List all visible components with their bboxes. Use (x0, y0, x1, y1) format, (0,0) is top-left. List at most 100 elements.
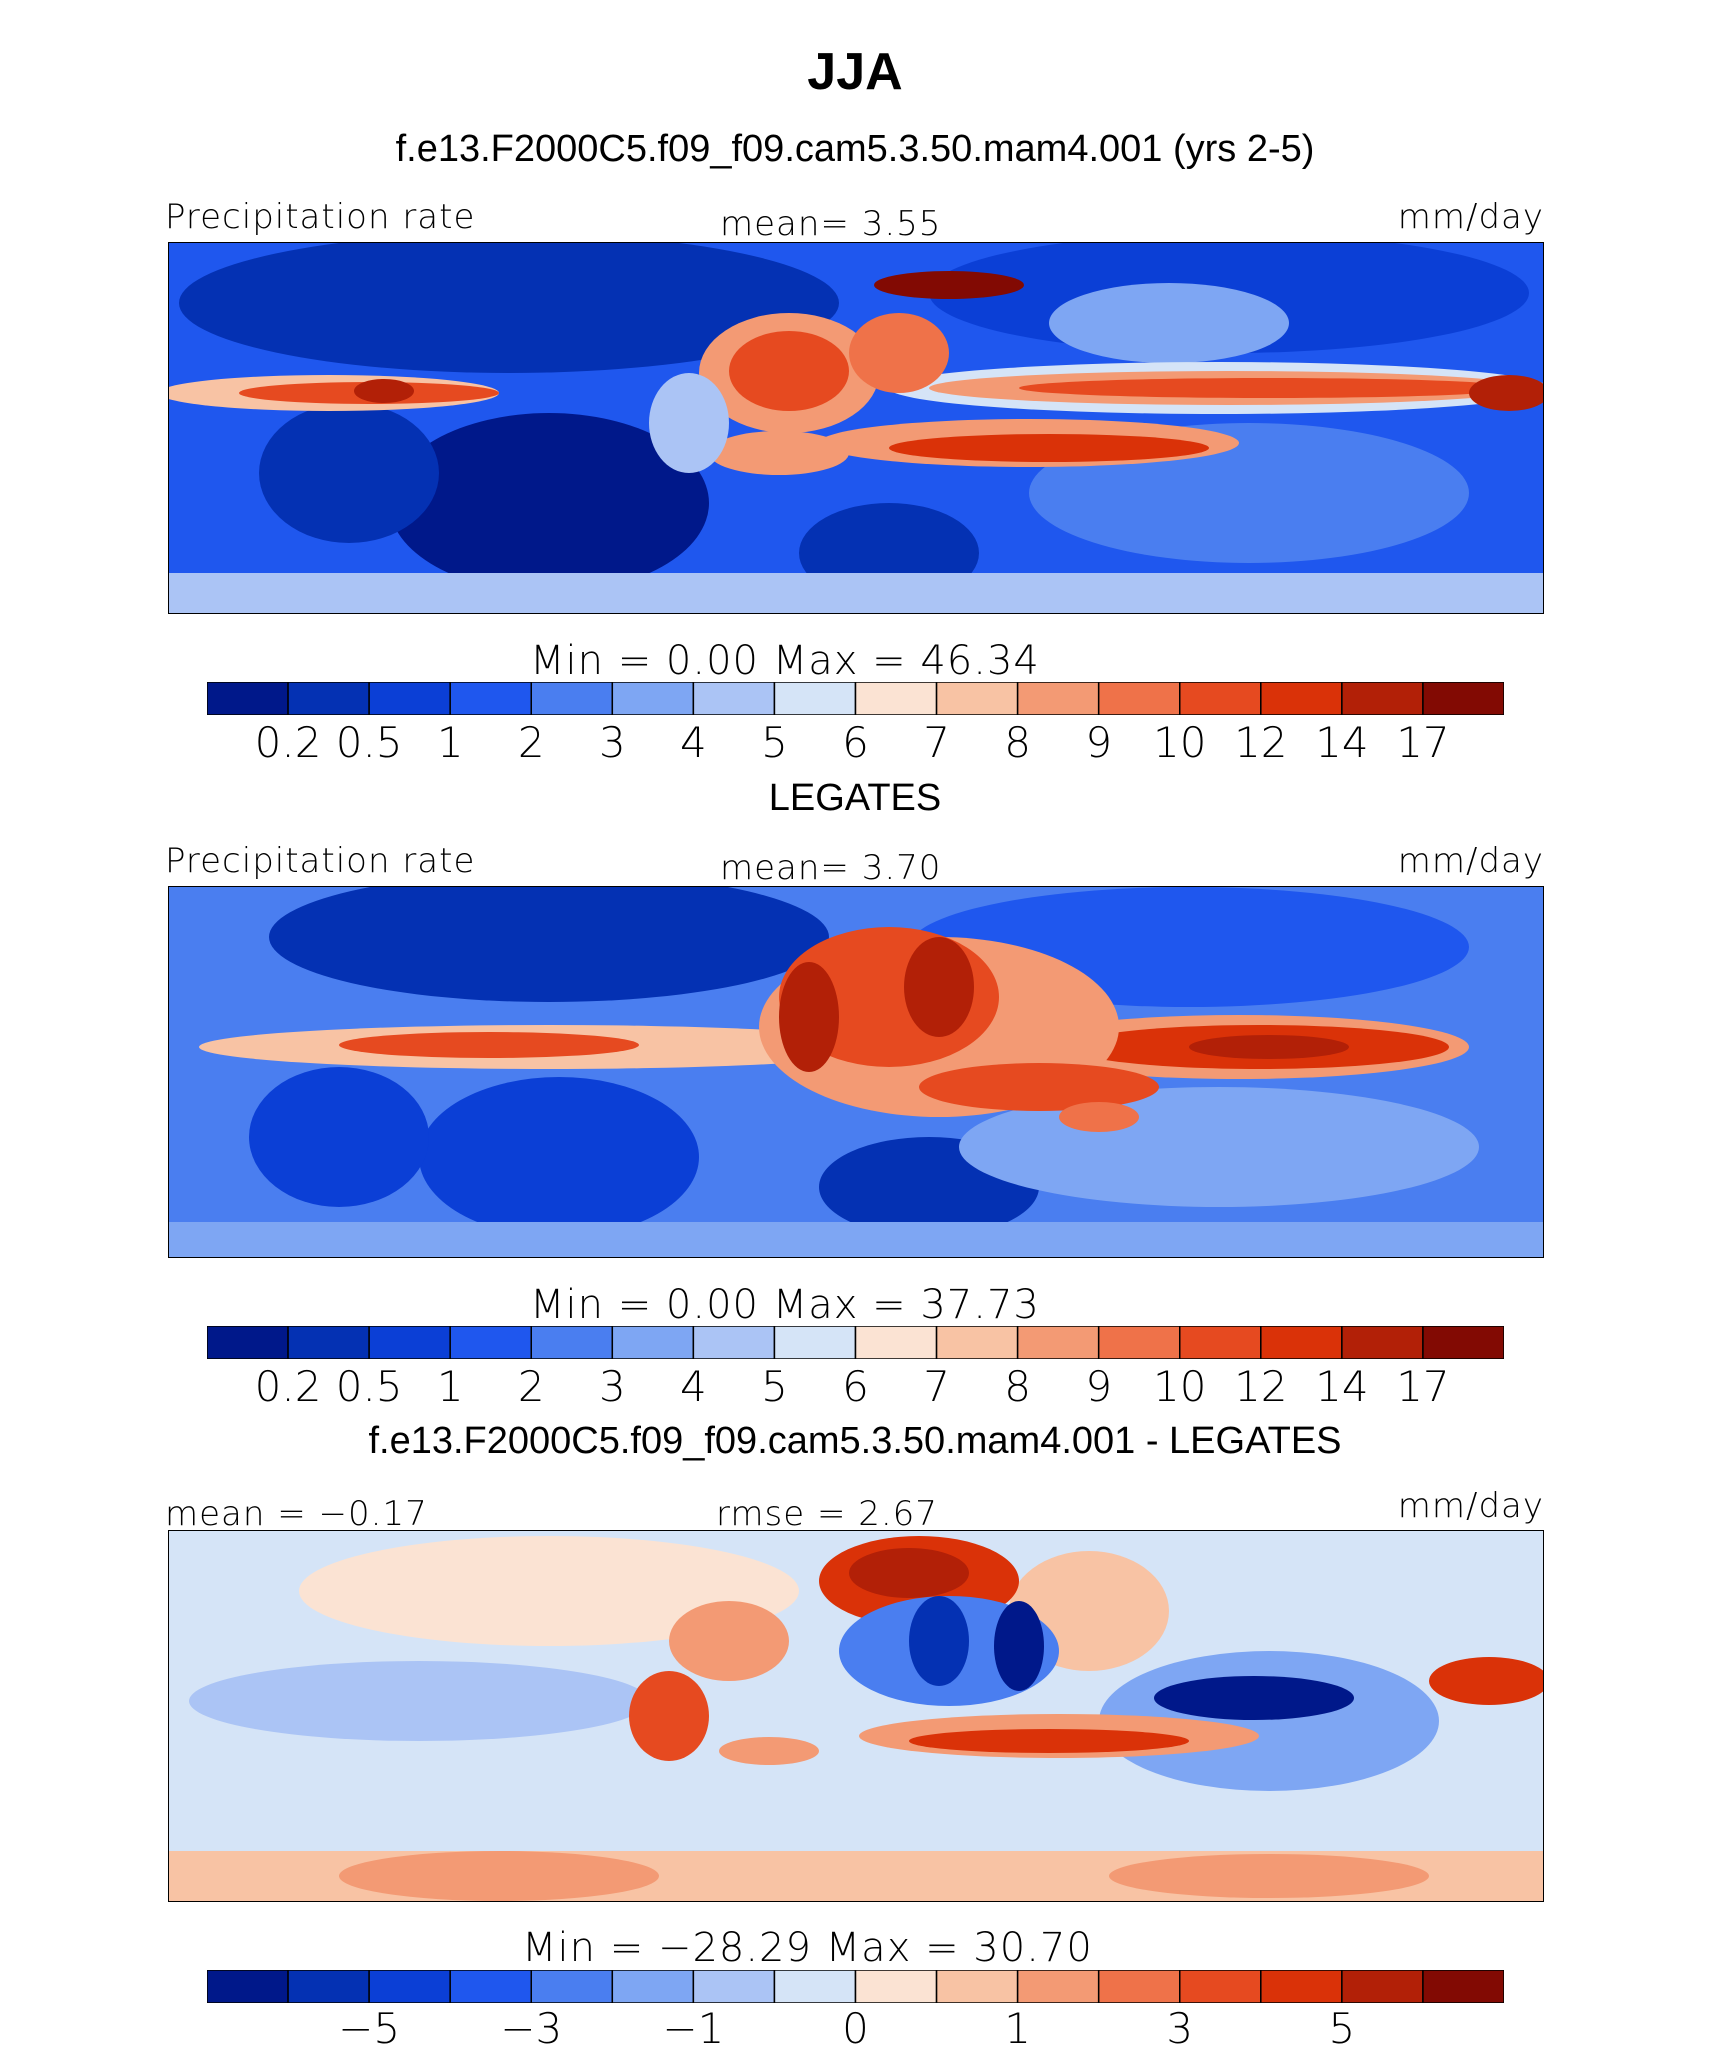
panel-1-colorbar-swatch (368, 682, 451, 715)
panel-3-units: mm/day (1397, 1486, 1544, 1526)
panel-3-colorbar-swatch (611, 1970, 695, 2003)
panel-2-colorbar-tick-label: 10 (1153, 1362, 1207, 1411)
panel-3-field (169, 1531, 1543, 1901)
panel-3-colorbar-swatch (773, 1970, 857, 2003)
panel-1-colorbar-tick-label: 17 (1396, 718, 1450, 767)
panel-2-colorbar-ticks: 0.2 0.5 1 2 3 4 5 6 7 8 9 10 12 14 17 (207, 1362, 1504, 1412)
panel-2-colorbar-tick-label: 1 (436, 1362, 464, 1411)
panel-1-colorbar-tick-label: 7 (923, 718, 950, 767)
panel-1-colorbar-swatch (1016, 682, 1100, 715)
panel-3-mean-label: mean = −0.17 (165, 1494, 428, 1534)
panel-3-colorbar-tick-label: −3 (500, 2004, 563, 2053)
panel-2-colorbar-swatch (854, 1326, 938, 1359)
panel-2-colorbar-tick-label: 0.2 (254, 1362, 322, 1411)
figure-title: JJA (807, 43, 903, 101)
panel-2-colorbar-swatch (207, 1326, 289, 1359)
panel-2-colorbar (207, 1326, 1504, 1359)
panel-2-colorbar-swatch (1260, 1326, 1343, 1359)
panel-3-minmax: Min = −28.29 Max = 30.70 (522, 1925, 1093, 1971)
panel-3-colorbar-tick-label: 1 (1004, 2004, 1031, 2053)
panel-3-map (168, 1530, 1544, 1902)
panel-3-colorbar-swatch (449, 1970, 532, 2003)
panel-1-colorbar-swatch (1341, 682, 1424, 715)
panel-1-variable-label: Precipitation rate (165, 197, 476, 237)
panel-1-mean-label: mean= 3.55 (720, 204, 942, 244)
panel-3-colorbar-swatch (692, 1970, 776, 2003)
panel-3-colorbar-tick-label: −5 (338, 2004, 401, 2053)
panel-1-colorbar-swatch (530, 682, 614, 715)
panel-2-units: mm/day (1397, 841, 1544, 881)
panel-1-colorbar-swatch (854, 682, 938, 715)
panel-2-colorbar-tick-label: 4 (680, 1362, 707, 1411)
panel-3-colorbar-tick-label: −1 (662, 2004, 725, 2053)
panel-1-map (168, 242, 1544, 614)
panel-2-colorbar-swatch (368, 1326, 451, 1359)
panel-1-colorbar-tick-label: 10 (1153, 718, 1207, 767)
panel-2-colorbar-swatch (611, 1326, 695, 1359)
panel-1-colorbar-tick-label: 6 (842, 718, 869, 767)
panel-1-colorbar-swatch (935, 682, 1019, 715)
panel-2-colorbar-swatch (1097, 1326, 1181, 1359)
panel-3-colorbar-swatch (1422, 1970, 1504, 2003)
panel-3-colorbar-swatch (1341, 1970, 1424, 2003)
panel-1-field (169, 243, 1543, 613)
panel-2-colorbar-tick-label: 9 (1085, 1362, 1113, 1411)
panel-3-colorbar-swatch (207, 1970, 289, 2003)
panel-1-colorbar-tick-label: 0.5 (335, 718, 403, 767)
panel-2-colorbar-tick-label: 6 (842, 1362, 869, 1411)
panel-2-colorbar-tick-label: 14 (1315, 1362, 1369, 1411)
panel-2-colorbar-swatch (935, 1326, 1019, 1359)
panel-2-colorbar-swatch (1179, 1326, 1262, 1359)
panel-3-colorbar-swatch (1016, 1970, 1100, 2003)
panel-3-colorbar-tick-label: 3 (1166, 2004, 1194, 2053)
panel-1-colorbar-tick-label: 5 (761, 718, 788, 767)
panel-2-minmax: Min = 0.00 Max = 37.73 (530, 1282, 1040, 1328)
panel-1-colorbar-swatch (207, 682, 289, 715)
panel-1-colorbar-tick-label: 1 (436, 718, 464, 767)
panel-2-colorbar-swatch (449, 1326, 532, 1359)
panel-2-colorbar-tick-label: 5 (761, 1362, 788, 1411)
panel-2-colorbar-tick-label: 0.5 (335, 1362, 403, 1411)
panel-1-colorbar-tick-label: 4 (680, 718, 707, 767)
panel-2-field (169, 887, 1543, 1257)
panel-2-colorbar-swatch (1422, 1326, 1504, 1359)
panel-1-colorbar (207, 682, 1504, 715)
panel-3-colorbar-swatch (854, 1970, 938, 2003)
panel-3-colorbar-swatch (287, 1970, 370, 2003)
panel-1-minmax: Min = 0.00 Max = 46.34 (530, 638, 1040, 684)
panel-2-title: LEGATES (768, 777, 942, 819)
panel-2-mean-label: mean= 3.70 (720, 848, 942, 888)
panel-1-colorbar-tick-label: 0.2 (254, 718, 322, 767)
panel-3-colorbar-tick-label: 0 (842, 2004, 869, 2053)
panel-2-colorbar-tick-label: 2 (517, 1362, 545, 1411)
panel-3-rmse-label: rmse = 2.67 (716, 1494, 938, 1534)
panel-3-colorbar-tick-label: 5 (1328, 2004, 1356, 2053)
panel-1-colorbar-tick-label: 9 (1085, 718, 1113, 767)
panel-2-colorbar-swatch (1016, 1326, 1100, 1359)
panel-1-colorbar-tick-label: 14 (1315, 718, 1369, 767)
panel-1-colorbar-swatch (773, 682, 857, 715)
panel-3-colorbar-swatch (1260, 1970, 1343, 2003)
panel-1-colorbar-tick-label: 2 (517, 718, 545, 767)
panel-3-colorbar (207, 1970, 1504, 2003)
panel-2-variable-label: Precipitation rate (165, 841, 476, 881)
panel-1-colorbar-tick-label: 12 (1234, 718, 1288, 767)
panel-1-colorbar-tick-label: 8 (1004, 718, 1031, 767)
panel-2-colorbar-swatch (1341, 1326, 1424, 1359)
panel-2-colorbar-swatch (287, 1326, 370, 1359)
panel-2-colorbar-swatch (530, 1326, 614, 1359)
panel-1-units: mm/day (1397, 197, 1544, 237)
panel-1-colorbar-swatch (287, 682, 370, 715)
panel-1-colorbar-swatch (1179, 682, 1262, 715)
panel-2-colorbar-tick-label: 17 (1396, 1362, 1450, 1411)
panel-2-colorbar-tick-label: 3 (598, 1362, 626, 1411)
panel-2-colorbar-tick-label: 7 (923, 1362, 950, 1411)
panel-3-colorbar-swatch (935, 1970, 1019, 2003)
panel-3-colorbar-swatch (368, 1970, 451, 2003)
panel-3-title: f.e13.F2000C5.f09_f09.cam5.3.50.mam4.001… (368, 1420, 1342, 1462)
panel-3-colorbar-swatch (1097, 1970, 1181, 2003)
panel-1-colorbar-ticks: 0.2 0.5 1 2 3 4 5 6 7 8 9 10 12 14 17 (207, 718, 1504, 768)
panel-3-colorbar-ticks: −5 −3 −1 0 1 3 5 (207, 2004, 1504, 2054)
panel-3-colorbar-swatch (530, 1970, 614, 2003)
panel-1-colorbar-swatch (1422, 682, 1504, 715)
